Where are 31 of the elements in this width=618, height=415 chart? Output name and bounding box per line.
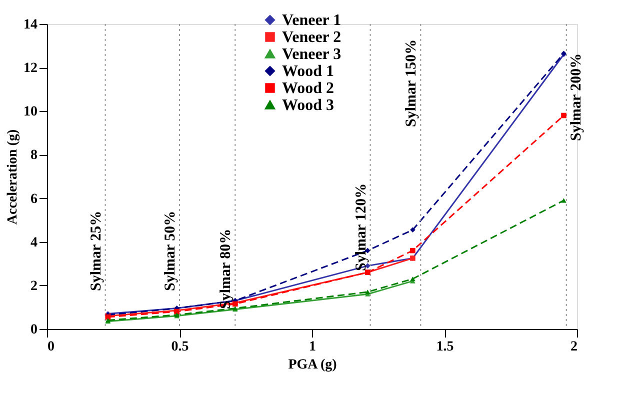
y-tick-label: 12 <box>24 61 38 76</box>
legend-label: Wood 1 <box>282 63 334 80</box>
y-tick-label: 14 <box>24 18 38 32</box>
ref-line-label: Sylmar 120% <box>353 183 370 271</box>
x-tick-label: 1.5 <box>436 340 454 354</box>
legend-label: Wood 2 <box>282 80 334 97</box>
legend-label: Veneer 2 <box>282 29 342 46</box>
ref-line-label: Sylmar 25% <box>88 210 104 291</box>
point <box>561 198 566 203</box>
x-axis-title: PGA (g) <box>288 358 338 372</box>
y-tick-label: 8 <box>30 148 38 164</box>
y-axis-title: Acceleration (g) <box>6 129 20 225</box>
x-tick-label: 0.5 <box>171 340 189 354</box>
y-tick-label: 6 <box>30 192 38 207</box>
x-tick-label: 2 <box>570 340 578 354</box>
legend-label: Veneer 1 <box>282 12 342 29</box>
point <box>561 112 566 118</box>
x-tick-label: 1 <box>309 340 316 354</box>
ref-line-label: Sylmar 50% <box>162 210 178 291</box>
y-tick-label: 10 <box>24 104 38 120</box>
point <box>410 248 416 254</box>
ref-line-label: Sylmar 200% <box>568 53 584 141</box>
point <box>410 227 416 233</box>
legend-label: Veneer 3 <box>282 46 342 63</box>
x-tick-label: 0 <box>48 340 54 354</box>
ref-line-label: Sylmar 150% <box>404 39 420 127</box>
ref-line-label: Sylmar 80% <box>218 228 234 309</box>
y-tick-label: 0 <box>30 322 38 338</box>
y-tick-label: 4 <box>30 235 38 250</box>
legend-label: Wood 3 <box>282 97 334 114</box>
y-tick-label: 2 <box>30 278 38 294</box>
